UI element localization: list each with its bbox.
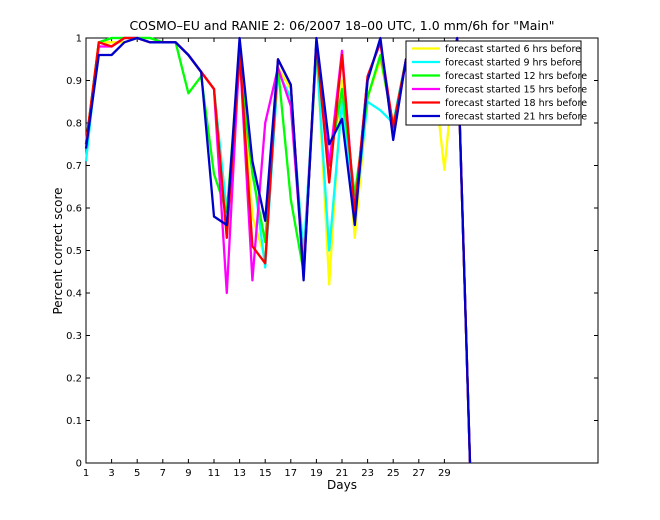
legend-label-3: forecast started 12 hrs before — [445, 71, 587, 82]
x-tick-label: 9 — [185, 468, 191, 479]
legend-label-1: forecast started 6 hrs before — [445, 44, 581, 55]
y-tick-label: 1 — [76, 34, 82, 45]
x-tick-label: 27 — [412, 468, 425, 479]
x-tick-label: 1 — [83, 468, 89, 479]
x-tick-label: 11 — [208, 468, 221, 479]
y-tick-label: 0.3 — [66, 331, 82, 342]
legend-label-2: forecast started 9 hrs before — [445, 58, 581, 69]
legend-box — [405, 40, 582, 126]
legend: forecast started 6 hrs before forecast st… — [405, 40, 587, 126]
x-tick-label: 3 — [108, 468, 114, 479]
x-axis-label: Days — [327, 478, 357, 492]
y-tick-label: 0.8 — [66, 119, 82, 130]
y-tick-label: 0.2 — [66, 374, 82, 385]
y-tick-label: 0.7 — [66, 161, 82, 172]
y-tick-label: 0.6 — [66, 204, 82, 215]
y-tick-label: 0.4 — [66, 289, 82, 300]
x-tick-label: 17 — [284, 468, 297, 479]
chart-title: COSMO–EU and RANIE 2: 06/2007 18–00 UTC,… — [129, 18, 554, 33]
legend-label-4: forecast started 15 hrs before — [445, 85, 587, 96]
y-tick-label: 0.1 — [66, 416, 82, 427]
y-tick-label: 0.9 — [66, 76, 82, 87]
y-tick-label: 0 — [76, 459, 82, 470]
x-axis: 1 3 5 7 9 11 13 15 17 19 21 23 25 27 29 — [83, 38, 451, 479]
x-tick-label: 29 — [438, 468, 451, 479]
x-tick-label: 19 — [310, 468, 323, 479]
x-tick-label: 23 — [361, 468, 374, 479]
y-axis-label: Percent correct score — [51, 187, 65, 314]
legend-label-5: forecast started 18 hrs before — [445, 98, 587, 109]
y-tick-label: 0.5 — [66, 246, 82, 257]
x-tick-label: 25 — [387, 468, 400, 479]
x-tick-label: 21 — [336, 468, 349, 479]
x-tick-label: 5 — [134, 468, 140, 479]
x-tick-label: 15 — [259, 468, 272, 479]
x-tick-label: 7 — [160, 468, 166, 479]
legend-label-6: forecast started 21 hrs before — [445, 112, 587, 123]
x-tick-label: 13 — [233, 468, 246, 479]
y-axis: 0 0.1 0.2 0.3 0.4 0.5 0.6 0.7 0.8 0.9 1 — [66, 34, 598, 470]
